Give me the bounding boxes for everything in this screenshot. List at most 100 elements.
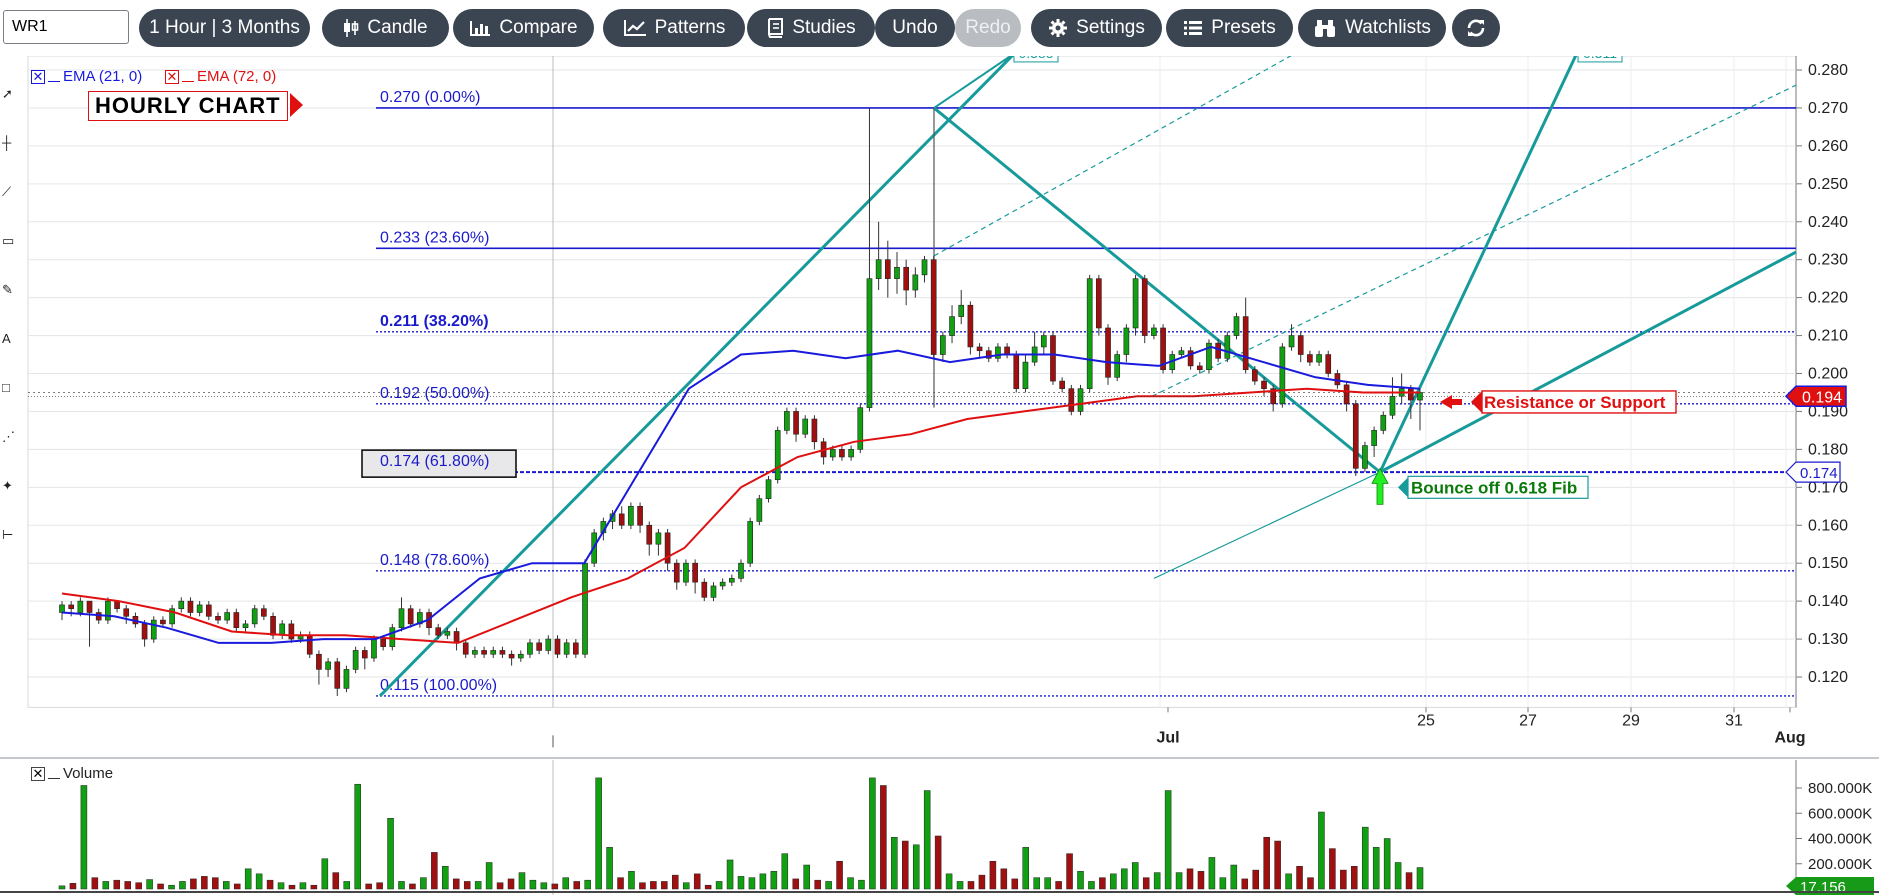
minimize-ema21-icon[interactable] xyxy=(48,71,60,82)
panel-divider[interactable] xyxy=(0,757,1879,759)
volume-bar xyxy=(518,872,526,890)
candle xyxy=(573,642,579,655)
remove-ema21-icon[interactable]: ✕ xyxy=(31,69,45,84)
volume-bar xyxy=(91,877,99,890)
minimize-ema72-icon[interactable] xyxy=(182,71,194,82)
volume-bar xyxy=(343,881,351,890)
volume-bar xyxy=(661,881,668,890)
book-icon xyxy=(766,18,784,38)
redo-button[interactable]: Redo xyxy=(955,9,1021,47)
candle xyxy=(848,449,854,458)
minimize-volume-icon[interactable] xyxy=(48,768,60,779)
candle xyxy=(1160,327,1166,371)
volume-bar xyxy=(770,871,778,890)
rectangle-tool-icon[interactable]: ▭ xyxy=(2,233,15,248)
volume-bar xyxy=(1044,877,1051,890)
candle xyxy=(343,669,350,689)
volume-bar xyxy=(354,783,361,890)
cursor-tool-icon[interactable]: ➚ xyxy=(2,86,13,101)
volume-bar xyxy=(1110,873,1117,890)
volume-bar xyxy=(409,883,416,890)
marker-tool-icon[interactable]: ✦ xyxy=(2,478,13,493)
candle xyxy=(582,562,588,655)
line-tool-icon[interactable]: ⟋ xyxy=(2,184,12,199)
candle xyxy=(545,638,552,651)
candle xyxy=(1408,388,1414,401)
tag-pointer-icon xyxy=(1398,477,1408,498)
fib-price-label: 0.174 xyxy=(1800,465,1838,482)
undo-button[interactable]: Undo xyxy=(875,9,955,47)
volume-bar xyxy=(179,881,186,890)
candle xyxy=(261,608,267,617)
candle-button[interactable]: Candle xyxy=(322,9,449,47)
volume-bar xyxy=(1372,847,1380,890)
candle xyxy=(1206,342,1212,371)
text-tool-icon[interactable]: A xyxy=(2,331,11,346)
settings-button[interactable]: Settings xyxy=(1031,9,1162,47)
candle xyxy=(646,524,653,545)
volume-bar xyxy=(376,882,383,890)
presets-button[interactable]: Presets xyxy=(1166,9,1293,47)
volume-bar xyxy=(69,883,77,890)
candle xyxy=(673,562,680,583)
volume-bar xyxy=(277,882,285,890)
volume-bar xyxy=(244,868,252,890)
list-icon xyxy=(1183,19,1203,37)
candle xyxy=(1022,361,1029,389)
left-arrow-icon xyxy=(1440,394,1462,409)
volume-bar xyxy=(1340,869,1347,890)
volume-bar xyxy=(1296,866,1303,890)
candle xyxy=(829,449,836,458)
volume-bar xyxy=(902,840,909,890)
volume-bar xyxy=(759,873,767,890)
volume-bar xyxy=(978,874,986,890)
candle xyxy=(1196,365,1203,371)
candle xyxy=(747,521,753,564)
symbol-input[interactable] xyxy=(3,10,129,44)
compare-button[interactable]: Compare xyxy=(453,9,594,47)
candle xyxy=(279,623,286,636)
watchlists-button[interactable]: Watchlists xyxy=(1298,9,1446,47)
interval-button[interactable]: 1 Hour | 3 Months xyxy=(139,9,310,47)
remove-volume-icon[interactable]: ✕ xyxy=(31,766,45,781)
volume-bar xyxy=(1131,862,1139,890)
volume-bar xyxy=(573,881,580,890)
fib-tool-icon[interactable]: ⋰ xyxy=(2,429,15,444)
pitchfork-upper-warning xyxy=(933,56,1292,257)
volume-bar xyxy=(891,836,898,890)
candle xyxy=(1233,316,1240,336)
volume-bar xyxy=(847,877,854,890)
volume-bar xyxy=(1033,877,1040,890)
remove-ema72-icon[interactable]: ✕ xyxy=(165,69,179,84)
candle xyxy=(444,631,451,636)
compare-label: Compare xyxy=(499,17,578,38)
candle xyxy=(68,604,74,610)
studies-button[interactable]: Studies xyxy=(747,9,875,47)
y-tick-label: 0.270 xyxy=(1808,100,1848,117)
volume-bar xyxy=(672,874,679,890)
volume-bar xyxy=(748,877,756,890)
volume-bar xyxy=(387,818,394,890)
pen-tool-icon[interactable]: ✎ xyxy=(2,282,13,297)
volume-bar xyxy=(726,859,734,890)
candle xyxy=(1352,403,1359,469)
candle xyxy=(1297,335,1304,355)
candle xyxy=(985,350,992,359)
y-tick-label: 0.170 xyxy=(1808,479,1848,496)
candle xyxy=(407,608,414,625)
shape-tool-icon[interactable]: □ xyxy=(2,380,10,395)
candle xyxy=(894,266,900,279)
measure-tool-icon[interactable]: ⊢ xyxy=(2,527,14,542)
ema72-label: EMA (72, 0) xyxy=(197,68,277,85)
patterns-button[interactable]: Patterns xyxy=(603,9,745,47)
candle xyxy=(637,505,643,526)
crosshair-tool-icon[interactable]: ┼ xyxy=(2,135,12,150)
refresh-button[interactable] xyxy=(1452,9,1500,47)
volume-bar xyxy=(1230,864,1238,890)
volume-bar xyxy=(507,878,515,890)
volume-bar xyxy=(1011,878,1019,890)
volume-bar xyxy=(102,881,110,890)
volume-bar xyxy=(1153,872,1161,890)
price-chart[interactable]: 0.280 0.270 0.260 0.250 0.240 0.230 0.220 0.210… xyxy=(0,56,1879,756)
